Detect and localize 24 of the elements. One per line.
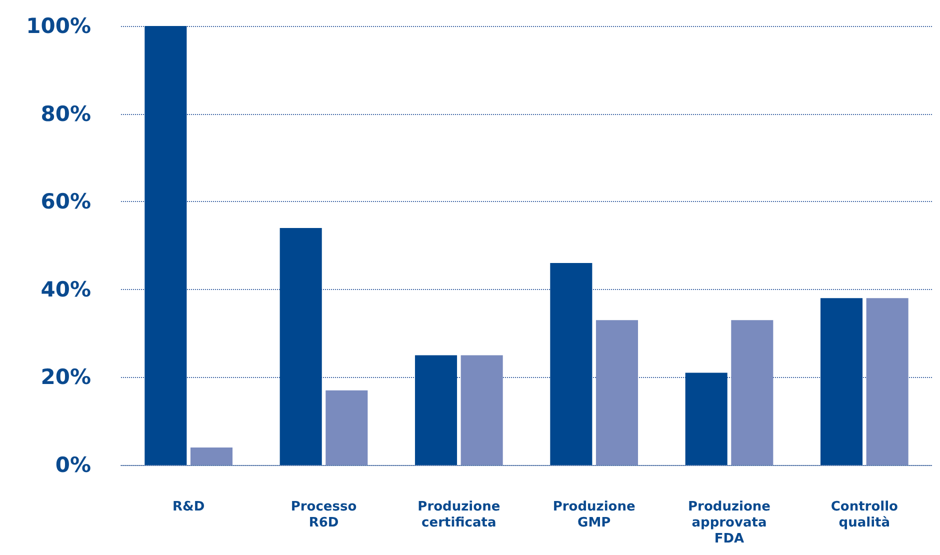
bar <box>866 298 908 465</box>
bar <box>460 355 503 465</box>
bar <box>550 263 592 465</box>
bar <box>414 355 458 465</box>
bar <box>280 228 322 465</box>
x-tick-label: R&D <box>172 500 205 514</box>
bar <box>326 390 368 465</box>
bar <box>685 372 728 465</box>
y-tick-label: 20% <box>40 365 91 390</box>
y-tick-label: 100% <box>26 14 91 38</box>
bar <box>596 320 638 465</box>
x-tick-label: Processo R6D <box>290 500 357 530</box>
y-tick-label: 80% <box>40 102 91 126</box>
x-tick-label: Produzione approvata FDA <box>688 500 771 546</box>
bar <box>144 26 187 465</box>
x-tick-label: Produzione certificata <box>418 500 500 530</box>
bar <box>731 320 774 465</box>
x-tick-label: Produzione GMP <box>552 500 636 530</box>
y-tick-label: 40% <box>40 277 91 302</box>
bar <box>190 447 233 465</box>
bar <box>820 298 863 465</box>
y-tick-label: 0% <box>55 453 91 477</box>
y-tick-label: 60% <box>40 190 91 214</box>
x-tick-label: Controllo qualità <box>830 500 898 530</box>
